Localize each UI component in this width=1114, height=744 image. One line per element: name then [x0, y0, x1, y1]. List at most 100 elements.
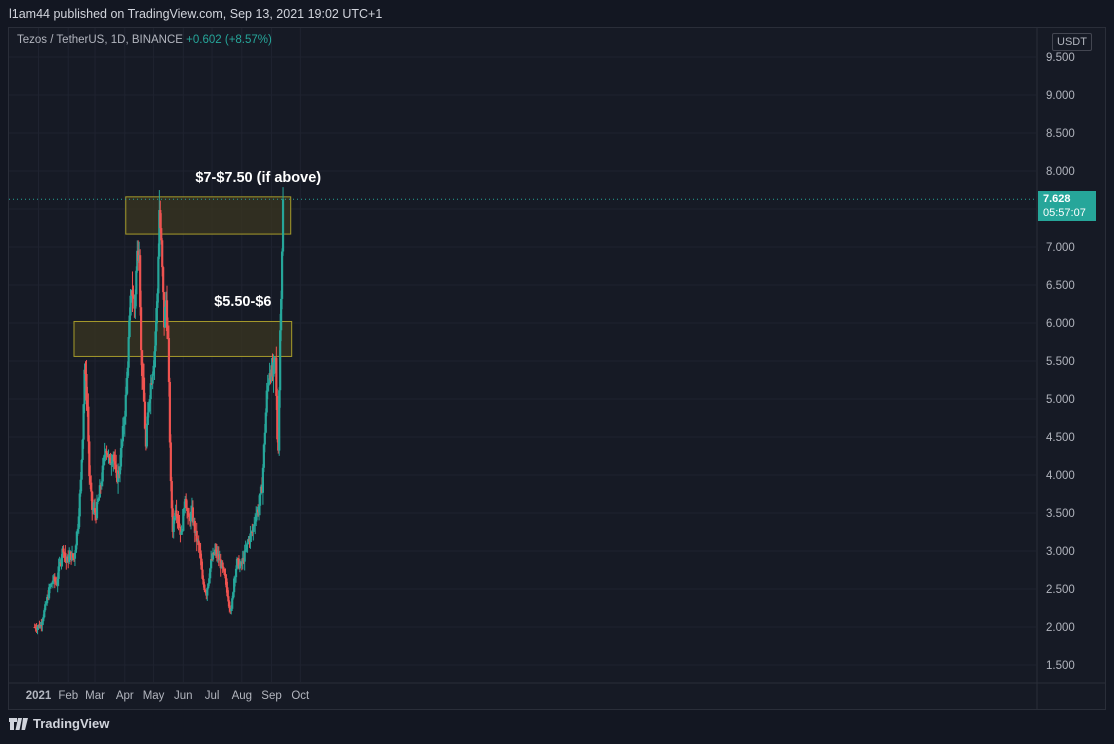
- price-tick-label: 3.000: [1046, 546, 1075, 558]
- candle-body: [258, 493, 262, 506]
- chart-frame[interactable]: [8, 27, 1106, 710]
- candle-body: [36, 626, 39, 630]
- candle-body: [165, 300, 169, 332]
- candle-body: [207, 583, 210, 589]
- candle-body: [140, 307, 143, 351]
- candle-body: [163, 306, 167, 328]
- candle-body: [239, 562, 242, 565]
- candle-body: [76, 528, 79, 532]
- candle-body: [124, 394, 127, 417]
- candle-body: [119, 447, 123, 467]
- zone-label-lower: $5.50-$6: [214, 294, 272, 311]
- candle-body: [153, 351, 156, 366]
- candle-body: [178, 523, 181, 527]
- candle-body: [90, 482, 93, 492]
- candle-body: [193, 520, 196, 533]
- candle-body: [231, 598, 234, 609]
- candle-body: [210, 559, 213, 569]
- candle-body: [225, 578, 228, 588]
- candle-body: [122, 424, 125, 427]
- candle-body: [209, 568, 212, 579]
- candle-body: [175, 510, 178, 517]
- candle-body: [198, 545, 201, 551]
- candle-body: [278, 390, 281, 451]
- candle-body: [249, 533, 252, 542]
- candle-body: [169, 442, 172, 482]
- candle-body: [251, 531, 254, 533]
- candle-body: [92, 509, 95, 511]
- candle-body: [51, 580, 54, 583]
- candle-body: [176, 516, 179, 519]
- candle-body: [68, 555, 71, 563]
- candle-body: [232, 592, 235, 599]
- candle-body: [206, 588, 209, 596]
- candle-body: [60, 557, 63, 564]
- candle-body: [96, 500, 100, 502]
- candle-body: [172, 519, 175, 532]
- candle-body: [177, 518, 180, 524]
- candle-body: [187, 515, 191, 517]
- candle-body: [85, 373, 88, 401]
- price-tick-label: 6.500: [1046, 280, 1075, 292]
- candle-body: [195, 530, 198, 542]
- candle-body: [114, 461, 117, 465]
- candle-body: [106, 453, 109, 457]
- candle-body: [71, 553, 75, 558]
- candle-body: [197, 540, 200, 546]
- candle-body: [53, 576, 56, 582]
- candle-body: [54, 581, 57, 583]
- candle-body: [246, 542, 249, 545]
- candle-body: [255, 515, 258, 522]
- candle-body: [44, 604, 47, 611]
- candle-body: [129, 295, 132, 316]
- candle-body: [132, 295, 135, 298]
- candle-body: [34, 627, 37, 629]
- candle-body: [102, 457, 105, 466]
- candle-body: [108, 455, 111, 458]
- candle-body: [204, 590, 207, 593]
- candle-body: [151, 373, 154, 384]
- candle-body: [252, 526, 255, 532]
- candle-body: [139, 255, 142, 308]
- candle-body: [140, 350, 144, 376]
- candle-body: [142, 377, 146, 402]
- candle-body: [84, 369, 87, 374]
- grid: [9, 28, 1036, 682]
- price-tick-label: 9.500: [1046, 52, 1075, 64]
- candle-body: [47, 587, 51, 599]
- candle-body: [82, 404, 85, 440]
- symbol-legend[interactable]: Tezos / TetherUS, 1D, BINANCE +0.602 (+8…: [17, 34, 272, 46]
- candle-body: [267, 382, 270, 386]
- candle-body: [224, 574, 227, 579]
- candle-body: [221, 562, 224, 568]
- candle-body: [154, 331, 157, 352]
- candle-body: [78, 493, 81, 517]
- candle-body: [200, 558, 203, 570]
- candle-body: [123, 416, 126, 425]
- candle-body: [83, 369, 86, 405]
- candle-body: [91, 491, 94, 510]
- candle-body: [56, 578, 59, 586]
- candle-body: [77, 516, 80, 529]
- tradingview-logo[interactable]: TradingView: [9, 716, 109, 731]
- candle-body: [173, 517, 176, 520]
- candle-body: [161, 240, 164, 268]
- candle-body: [101, 465, 104, 482]
- candle-body: [50, 582, 54, 584]
- candle-body: [93, 508, 97, 513]
- price-axis[interactable]: 9.5009.0008.5008.0007.5007.0006.5006.000…: [1046, 52, 1075, 672]
- candle-body: [159, 210, 162, 229]
- candle-body: [245, 544, 248, 550]
- time-tick-label: Aug: [232, 690, 252, 702]
- price-tick-label: 8.500: [1046, 128, 1075, 140]
- candle-body: [115, 464, 118, 473]
- candle-body: [279, 330, 282, 391]
- candle-body: [157, 256, 160, 294]
- time-axis[interactable]: 2021 Feb Mar Apr May Jun Jul Aug Sep Oct: [26, 690, 310, 702]
- candle-body: [280, 251, 284, 299]
- candle-body: [149, 383, 152, 400]
- candle-body: [261, 467, 265, 493]
- candle-body: [233, 578, 236, 593]
- currency-button[interactable]: USDT: [1052, 33, 1092, 51]
